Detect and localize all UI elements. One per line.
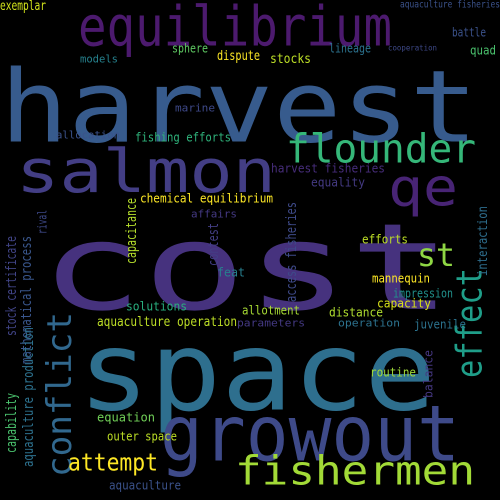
word-parameters: parameters	[237, 316, 305, 330]
word-distance: distance	[329, 306, 383, 321]
word-outer-space: outer space	[107, 430, 177, 445]
word-balance: balance	[422, 350, 437, 398]
word-chemical-equilibrium: chemical equilibrium	[140, 192, 273, 207]
word-cooperation: cooperation	[388, 44, 437, 54]
word-quad: quad	[470, 44, 496, 59]
word-growout: growout	[160, 388, 460, 480]
word-marine: marine	[175, 101, 215, 115]
word-aquaculture: aquaculture	[109, 479, 181, 494]
word-cost: cost	[40, 197, 452, 338]
word-salmon: salmon	[16, 137, 276, 207]
word-equation: equation	[97, 411, 155, 426]
word-impression: impression	[393, 287, 453, 302]
word-operation: operation	[338, 316, 400, 330]
word-st: st	[417, 237, 455, 275]
word-capacity: capacity	[377, 297, 431, 312]
word-solutions: solutions	[126, 300, 187, 315]
word-dispute: dispute	[217, 49, 260, 64]
word-allotment: allotment	[242, 304, 300, 319]
word-interaction: interaction	[476, 206, 491, 276]
word-stock-certificate: stock certificate	[3, 236, 20, 336]
word-space: space	[78, 308, 436, 437]
word-fishermen: fishermen	[235, 448, 475, 495]
word-aquaculture-fisheries: aquaculture fisheries	[400, 0, 500, 11]
word-aquaculture-production: aquaculture production	[20, 327, 37, 467]
word-lineage: lineage	[329, 42, 371, 57]
word-qe: qe	[388, 158, 458, 219]
word-feat: feat	[217, 266, 245, 281]
word-models: models	[80, 52, 118, 66]
word-harvest: harvest	[0, 49, 478, 166]
word-contest: contest	[205, 223, 222, 266]
word-mannequin: mannequin	[372, 272, 430, 287]
word-equilibrium: equilibrium	[78, 0, 392, 60]
word-juvenile: juvenile	[414, 318, 466, 333]
word-battle: battle	[452, 26, 486, 41]
word-exemplar: exemplar	[0, 0, 46, 14]
word-allocation: allocation	[56, 128, 120, 142]
word-routine: routine	[370, 366, 416, 381]
word-efforts: efforts	[362, 233, 408, 248]
word-affairs: affairs	[191, 207, 237, 221]
word-flounder: flounder	[286, 126, 476, 173]
word-access-fisheries: access fisheries	[283, 202, 300, 302]
word-attempt: attempt	[68, 449, 158, 477]
word-sphere: sphere	[172, 42, 208, 57]
word-harvest-fisheries: harvest fisheries	[271, 162, 385, 177]
word-capacitance: capacitance	[123, 198, 140, 264]
word-capability: capability	[3, 393, 20, 453]
word-stocks: stocks	[270, 52, 311, 67]
word-aquaculture-operation: aquaculture operation	[97, 315, 237, 330]
word-rival: rival	[36, 210, 51, 234]
word-fishing-efforts: fishing efforts	[135, 131, 231, 146]
word-equality: equality	[311, 176, 365, 191]
